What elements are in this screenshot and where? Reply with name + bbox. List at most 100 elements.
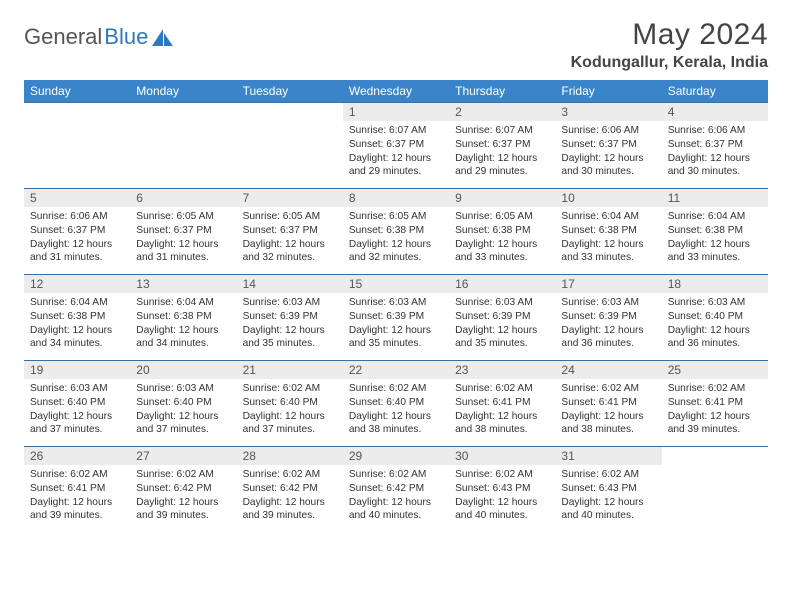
sunset-text: Sunset: 6:41 PM [455, 396, 549, 410]
day-number: 24 [555, 361, 661, 379]
day-number: 28 [237, 447, 343, 465]
daylight-line1: Daylight: 12 hours [455, 152, 549, 166]
location: Kodungallur, Kerala, India [571, 54, 768, 72]
daylight-line2: and 37 minutes. [30, 423, 124, 437]
daylight-line2: and 35 minutes. [455, 337, 549, 351]
sunrise-text: Sunrise: 6:06 AM [30, 210, 124, 224]
day-number: 0 [662, 447, 768, 465]
calendar-day-cell: 24Sunrise: 6:02 AMSunset: 6:41 PMDayligh… [555, 361, 661, 447]
sunset-text: Sunset: 6:43 PM [561, 482, 655, 496]
day-data: Sunrise: 6:02 AMSunset: 6:41 PMDaylight:… [662, 379, 768, 439]
weekday-header: Sunday [24, 80, 130, 103]
sunrise-text: Sunrise: 6:02 AM [561, 382, 655, 396]
daylight-line1: Daylight: 12 hours [349, 324, 443, 338]
calendar-day-cell: 26Sunrise: 6:02 AMSunset: 6:41 PMDayligh… [24, 447, 130, 533]
calendar-day-cell: 11Sunrise: 6:04 AMSunset: 6:38 PMDayligh… [662, 189, 768, 275]
sunrise-text: Sunrise: 6:03 AM [349, 296, 443, 310]
day-data: Sunrise: 6:03 AMSunset: 6:39 PMDaylight:… [555, 293, 661, 353]
day-number: 8 [343, 189, 449, 207]
daylight-line1: Daylight: 12 hours [349, 410, 443, 424]
sunset-text: Sunset: 6:38 PM [136, 310, 230, 324]
sunrise-text: Sunrise: 6:06 AM [668, 124, 762, 138]
sunrise-text: Sunrise: 6:04 AM [561, 210, 655, 224]
sunrise-text: Sunrise: 6:02 AM [243, 382, 337, 396]
brand-general: General [24, 24, 102, 50]
day-number: 17 [555, 275, 661, 293]
daylight-line1: Daylight: 12 hours [668, 152, 762, 166]
sunrise-text: Sunrise: 6:04 AM [136, 296, 230, 310]
day-data: Sunrise: 6:04 AMSunset: 6:38 PMDaylight:… [662, 207, 768, 267]
sunset-text: Sunset: 6:43 PM [455, 482, 549, 496]
day-data: Sunrise: 6:06 AMSunset: 6:37 PMDaylight:… [24, 207, 130, 267]
day-number: 0 [24, 103, 130, 121]
day-number: 20 [130, 361, 236, 379]
day-number: 0 [237, 103, 343, 121]
calendar-day-cell: 8Sunrise: 6:05 AMSunset: 6:38 PMDaylight… [343, 189, 449, 275]
weekday-header-row: Sunday Monday Tuesday Wednesday Thursday… [24, 80, 768, 103]
daylight-line1: Daylight: 12 hours [136, 496, 230, 510]
day-number: 1 [343, 103, 449, 121]
daylight-line1: Daylight: 12 hours [561, 410, 655, 424]
day-number: 13 [130, 275, 236, 293]
day-data: Sunrise: 6:02 AMSunset: 6:40 PMDaylight:… [343, 379, 449, 439]
daylight-line2: and 40 minutes. [455, 509, 549, 523]
brand-logo: GeneralBlue [24, 18, 174, 50]
sunrise-text: Sunrise: 6:03 AM [455, 296, 549, 310]
day-number: 16 [449, 275, 555, 293]
calendar-week-row: 26Sunrise: 6:02 AMSunset: 6:41 PMDayligh… [24, 447, 768, 533]
day-data: Sunrise: 6:06 AMSunset: 6:37 PMDaylight:… [555, 121, 661, 181]
calendar-day-cell: 7Sunrise: 6:05 AMSunset: 6:37 PMDaylight… [237, 189, 343, 275]
day-number: 22 [343, 361, 449, 379]
calendar-day-cell: 1Sunrise: 6:07 AMSunset: 6:37 PMDaylight… [343, 103, 449, 189]
calendar-day-cell: 16Sunrise: 6:03 AMSunset: 6:39 PMDayligh… [449, 275, 555, 361]
sunset-text: Sunset: 6:39 PM [561, 310, 655, 324]
calendar-day-cell: 3Sunrise: 6:06 AMSunset: 6:37 PMDaylight… [555, 103, 661, 189]
calendar-day-cell: 19Sunrise: 6:03 AMSunset: 6:40 PMDayligh… [24, 361, 130, 447]
day-number: 12 [24, 275, 130, 293]
day-number: 29 [343, 447, 449, 465]
sunset-text: Sunset: 6:38 PM [561, 224, 655, 238]
sunset-text: Sunset: 6:39 PM [243, 310, 337, 324]
sunset-text: Sunset: 6:39 PM [455, 310, 549, 324]
weekday-header: Saturday [662, 80, 768, 103]
sunset-text: Sunset: 6:42 PM [243, 482, 337, 496]
day-number: 23 [449, 361, 555, 379]
sunset-text: Sunset: 6:40 PM [668, 310, 762, 324]
daylight-line2: and 36 minutes. [561, 337, 655, 351]
calendar-day-cell: 0 [662, 447, 768, 533]
sunrise-text: Sunrise: 6:03 AM [136, 382, 230, 396]
calendar-week-row: 19Sunrise: 6:03 AMSunset: 6:40 PMDayligh… [24, 361, 768, 447]
daylight-line2: and 38 minutes. [561, 423, 655, 437]
calendar-day-cell: 0 [237, 103, 343, 189]
calendar-day-cell: 29Sunrise: 6:02 AMSunset: 6:42 PMDayligh… [343, 447, 449, 533]
sunset-text: Sunset: 6:37 PM [349, 138, 443, 152]
daylight-line1: Daylight: 12 hours [561, 152, 655, 166]
day-data: Sunrise: 6:05 AMSunset: 6:38 PMDaylight:… [449, 207, 555, 267]
day-data: Sunrise: 6:03 AMSunset: 6:39 PMDaylight:… [237, 293, 343, 353]
daylight-line1: Daylight: 12 hours [561, 324, 655, 338]
calendar-day-cell: 15Sunrise: 6:03 AMSunset: 6:39 PMDayligh… [343, 275, 449, 361]
sunrise-text: Sunrise: 6:02 AM [349, 382, 443, 396]
sunrise-text: Sunrise: 6:03 AM [243, 296, 337, 310]
daylight-line2: and 29 minutes. [349, 165, 443, 179]
daylight-line2: and 39 minutes. [668, 423, 762, 437]
weekday-header: Wednesday [343, 80, 449, 103]
daylight-line2: and 32 minutes. [349, 251, 443, 265]
daylight-line2: and 30 minutes. [561, 165, 655, 179]
daylight-line1: Daylight: 12 hours [30, 496, 124, 510]
daylight-line1: Daylight: 12 hours [668, 410, 762, 424]
day-number: 7 [237, 189, 343, 207]
daylight-line2: and 33 minutes. [561, 251, 655, 265]
sunrise-text: Sunrise: 6:02 AM [243, 468, 337, 482]
day-number: 2 [449, 103, 555, 121]
daylight-line1: Daylight: 12 hours [243, 496, 337, 510]
daylight-line2: and 40 minutes. [561, 509, 655, 523]
calendar-day-cell: 0 [24, 103, 130, 189]
sunset-text: Sunset: 6:37 PM [243, 224, 337, 238]
daylight-line1: Daylight: 12 hours [136, 410, 230, 424]
sunrise-text: Sunrise: 6:05 AM [455, 210, 549, 224]
day-data: Sunrise: 6:02 AMSunset: 6:40 PMDaylight:… [237, 379, 343, 439]
calendar-day-cell: 13Sunrise: 6:04 AMSunset: 6:38 PMDayligh… [130, 275, 236, 361]
calendar-day-cell: 6Sunrise: 6:05 AMSunset: 6:37 PMDaylight… [130, 189, 236, 275]
day-number: 27 [130, 447, 236, 465]
